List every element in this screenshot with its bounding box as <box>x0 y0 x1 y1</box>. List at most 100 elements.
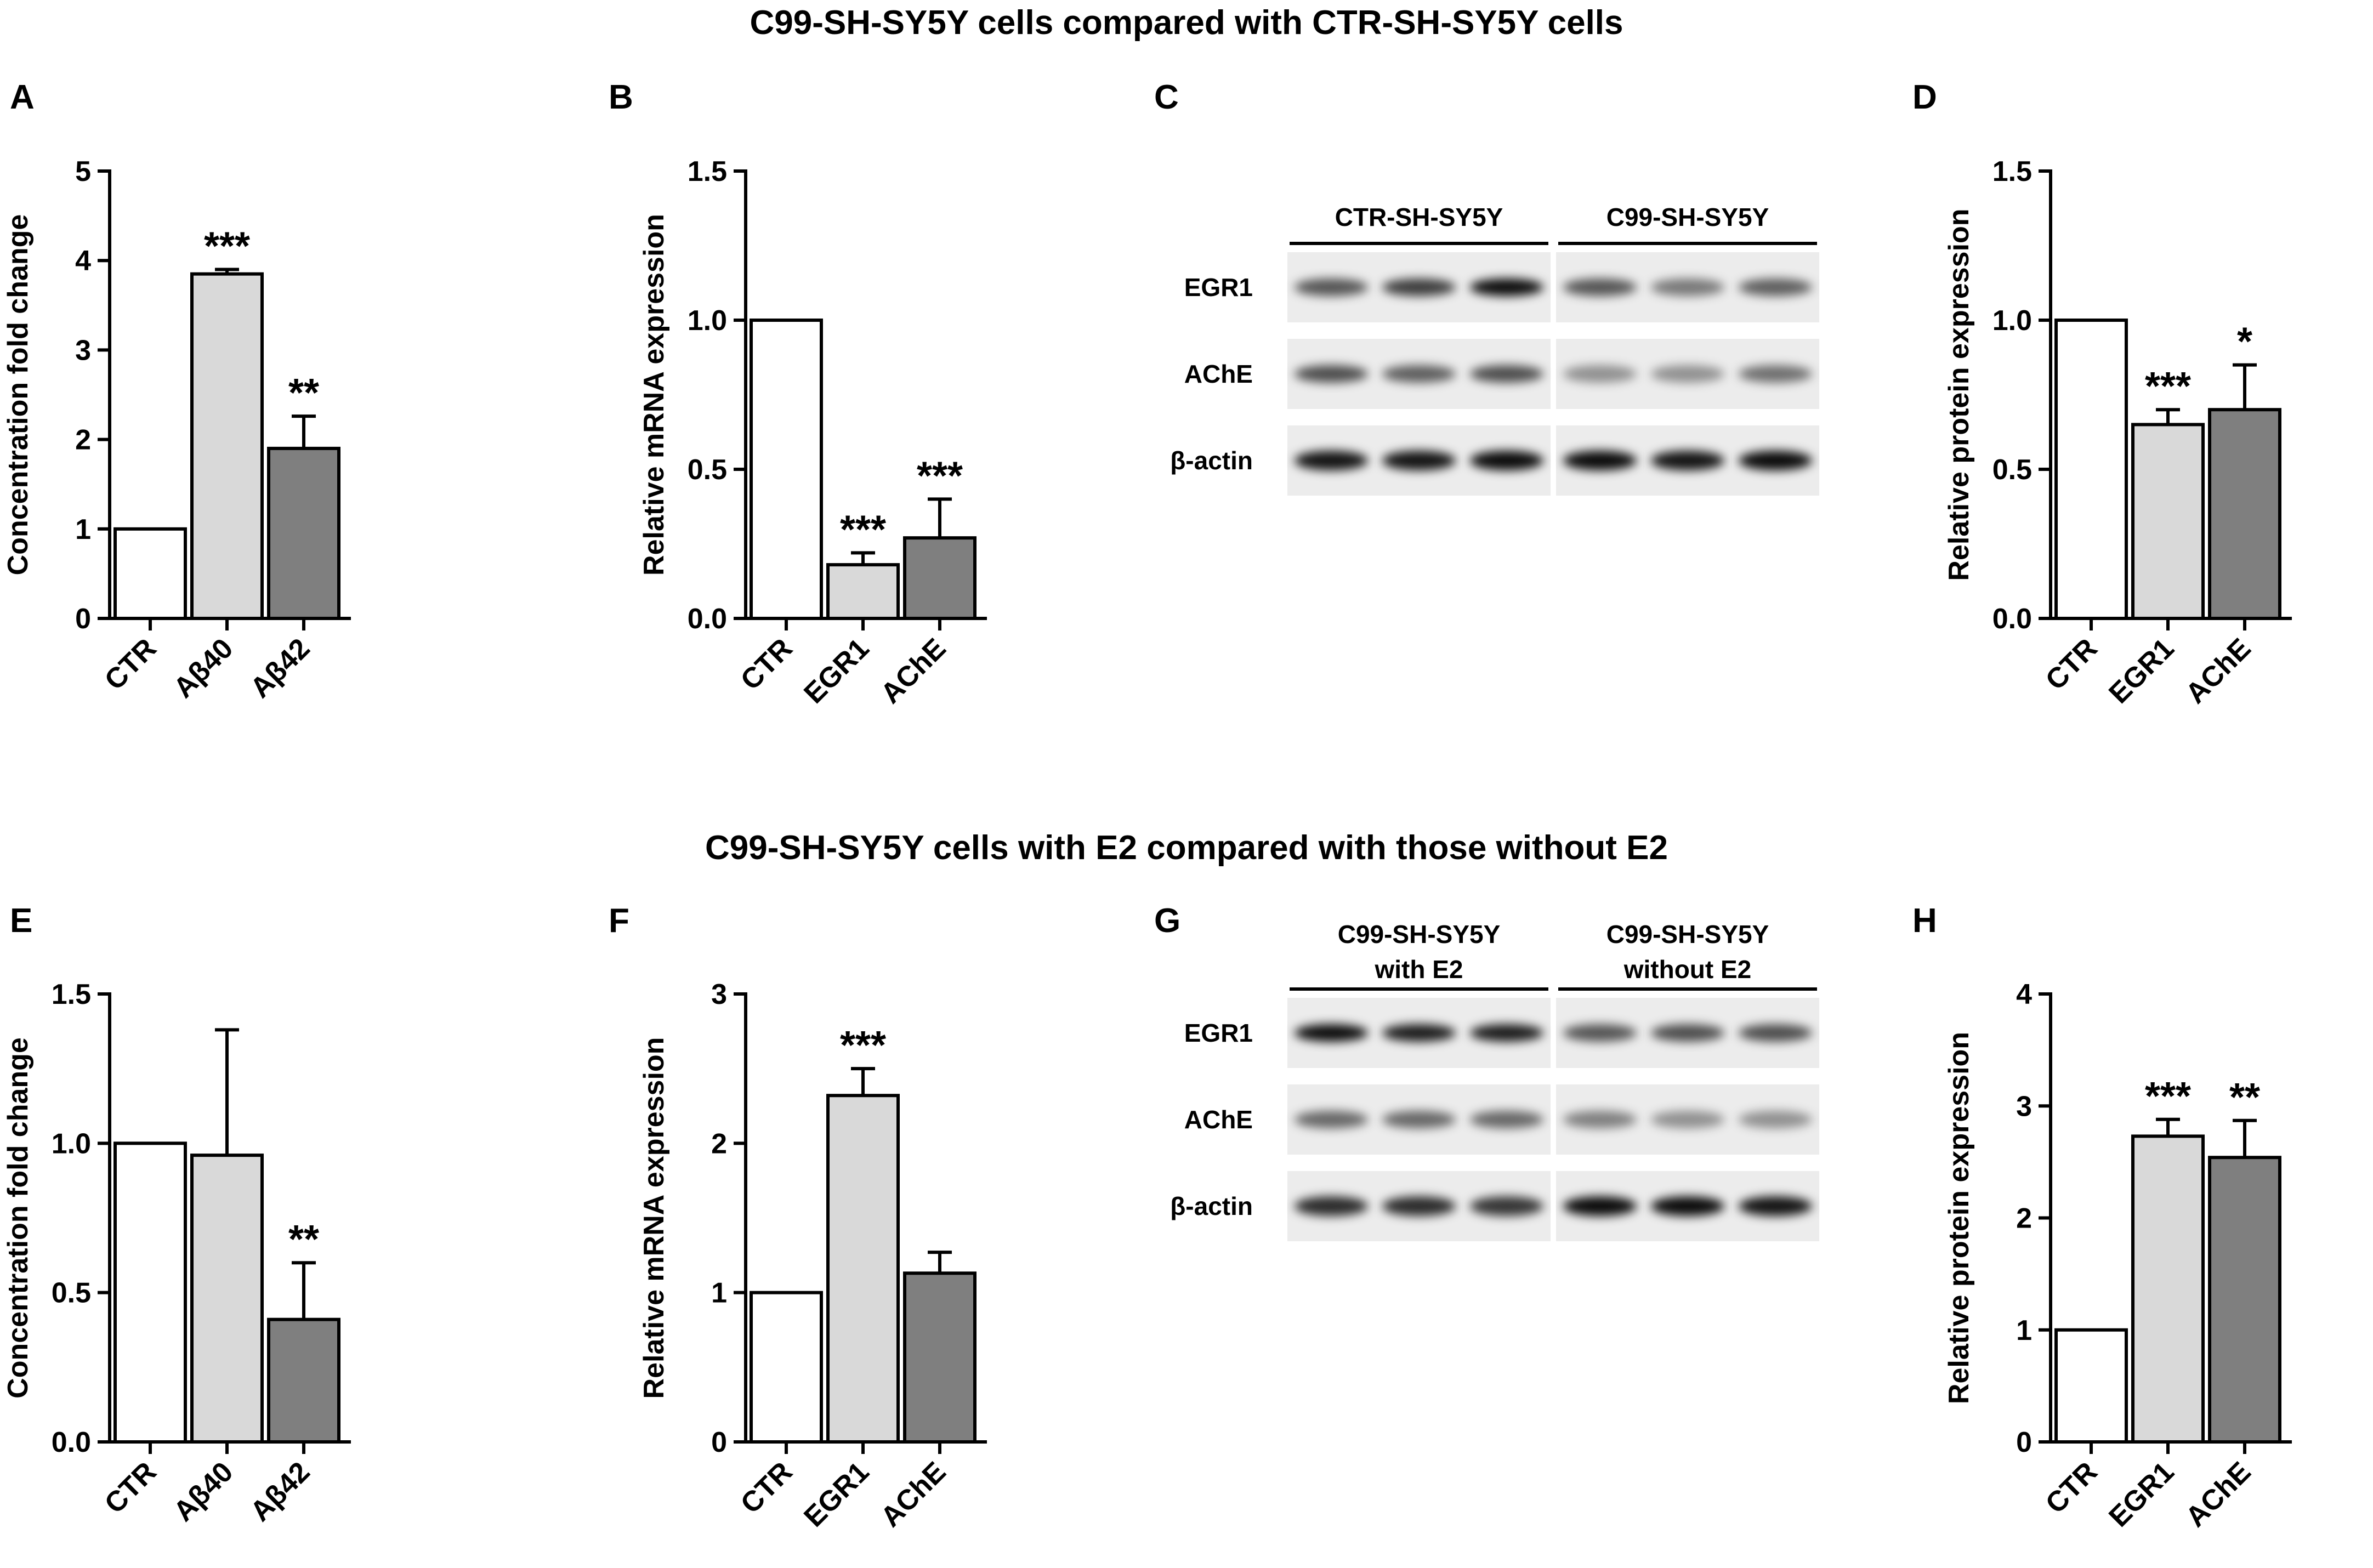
y-tick-label: 1.5 <box>52 979 91 1010</box>
blot-band <box>1469 279 1544 296</box>
bar <box>2131 423 2205 621</box>
chart-panel-h: Relative protein expression 0 1 2 3 4 CTR *** EG… <box>1943 979 2292 1533</box>
y-tick-label: 0 <box>711 1427 727 1458</box>
x-tick-label: AChE <box>875 632 952 709</box>
y-axis-label: Relative protein expression <box>1943 1032 1975 1404</box>
bar <box>2054 319 2128 620</box>
bottom-heading: C99-SH-SY5Y cells with E2 compared with … <box>705 829 1668 867</box>
y-axis-label: Relative mRNA expression <box>638 1037 670 1399</box>
y-tick-label: 0.5 <box>688 454 727 486</box>
blot-band <box>1382 1024 1456 1042</box>
x-tick-label: Aβ40 <box>168 632 240 704</box>
bar <box>2131 1134 2205 1444</box>
bar <box>113 527 187 620</box>
blot-group-label: without E2 <box>1623 955 1752 984</box>
blot-band <box>1650 365 1725 383</box>
significance-label: *** <box>2145 1075 2191 1118</box>
y-tick-label: 1.0 <box>52 1128 91 1160</box>
blot-band <box>1469 365 1544 383</box>
y-axis-label: Relative protein expression <box>1943 208 1975 581</box>
y-tick-label: 1.5 <box>688 156 727 188</box>
significance-label: *** <box>2145 365 2191 408</box>
y-tick-label: 1.0 <box>688 305 727 337</box>
blot-row-label: AChE <box>1184 360 1253 388</box>
x-tick-label: Aβ42 <box>245 632 316 704</box>
panel-letter-a: A <box>10 78 35 116</box>
blot-group-label: C99-SH-SY5Y <box>1606 203 1769 231</box>
blot-band <box>1563 451 1637 470</box>
bar <box>267 446 340 620</box>
panel-letter-f: F <box>609 902 629 940</box>
y-tick-label: 0.5 <box>1992 454 2032 486</box>
y-tick-label: 4 <box>2016 979 2032 1010</box>
bar <box>750 1291 823 1444</box>
x-tick-label: AChE <box>2179 632 2257 709</box>
bar <box>2054 1328 2128 1444</box>
blot-panel-g: C99-SH-SY5Y with E2 C99-SH-SY5Y without E2 E… <box>1170 920 1819 1241</box>
y-tick-label: 0.0 <box>1992 603 2032 635</box>
y-tick-label: 0.5 <box>52 1277 91 1309</box>
x-tick-label: EGR1 <box>2103 632 2180 709</box>
bar <box>2208 408 2281 620</box>
blot-group-label: with E2 <box>1374 955 1463 984</box>
y-axis-label: Concentration fold change <box>2 1037 34 1399</box>
y-tick-label: 3 <box>2016 1090 2032 1122</box>
bar <box>750 319 823 620</box>
y-tick-label: 1.0 <box>1992 305 2032 337</box>
y-tick-label: 1 <box>2016 1315 2032 1347</box>
blot-band <box>1294 1111 1369 1128</box>
blot-band <box>1469 451 1544 470</box>
blot-band <box>1738 279 1813 296</box>
y-tick-label: 2 <box>75 424 91 456</box>
x-tick-label: CTR <box>735 632 799 696</box>
blot-band <box>1382 279 1456 296</box>
blot-band <box>1382 1196 1456 1216</box>
blot-band <box>1650 279 1725 296</box>
blot-band <box>1563 365 1637 383</box>
y-tick-label: 0 <box>75 603 91 635</box>
bar <box>190 272 264 620</box>
blot-band <box>1382 451 1456 470</box>
y-tick-label: 2 <box>711 1128 727 1160</box>
significance-label: *** <box>840 1024 886 1067</box>
bar <box>903 1271 977 1444</box>
top-heading: C99-SH-SY5Y cells compared with CTR-SH-S… <box>750 4 1623 42</box>
blot-band <box>1650 1024 1725 1042</box>
panel-letter-c: C <box>1154 78 1179 116</box>
bar <box>113 1141 187 1444</box>
blot-band <box>1563 1024 1637 1042</box>
blot-band <box>1563 279 1637 296</box>
x-tick-label: Aβ42 <box>245 1456 316 1527</box>
x-tick-label: AChE <box>2179 1456 2257 1533</box>
y-tick-label: 1 <box>711 1277 727 1309</box>
y-tick-label: 1.5 <box>1992 156 2032 188</box>
blot-band <box>1650 451 1725 470</box>
significance-label: *** <box>840 508 886 552</box>
blot-band <box>1738 1196 1813 1216</box>
y-tick-label: 0 <box>2016 1427 2032 1458</box>
panel-letter-b: B <box>609 78 633 116</box>
y-tick-label: 0.0 <box>52 1427 91 1458</box>
y-axis-label: Concentration fold change <box>2 214 34 576</box>
significance-label: ** <box>2229 1076 2260 1120</box>
chart-panel-d: Relative protein expression 0.0 0.5 1.0 1.5 C… <box>1943 156 2292 710</box>
x-tick-label: EGR1 <box>798 1456 875 1533</box>
bar <box>267 1317 340 1444</box>
blot-band <box>1650 1196 1725 1216</box>
significance-label: *** <box>917 454 963 498</box>
y-tick-label: 2 <box>2016 1203 2032 1235</box>
blot-row-label: EGR1 <box>1184 1019 1253 1047</box>
blot-group-label: C99-SH-SY5Y <box>1338 920 1501 948</box>
x-tick-label: EGR1 <box>2103 1456 2180 1533</box>
blot-row-label: β-actin <box>1170 446 1253 475</box>
chart-panel-b: Relative mRNA expression 0.0 0.5 1.0 1.5 CTR *… <box>638 156 987 710</box>
y-axis-label: Relative mRNA expression <box>638 214 670 576</box>
x-tick-label: CTR <box>2040 632 2104 696</box>
y-tick-label: 3 <box>711 979 727 1010</box>
blot-band <box>1294 1196 1369 1216</box>
y-tick-label: 1 <box>75 514 91 546</box>
x-tick-label: EGR1 <box>798 632 875 709</box>
panel-letter-g: G <box>1154 902 1180 940</box>
blot-band <box>1294 279 1369 296</box>
blot-panel-c: CTR-SH-SY5Y C99-SH-SY5Y EGR1 AChE β-actin <box>1170 203 1819 496</box>
